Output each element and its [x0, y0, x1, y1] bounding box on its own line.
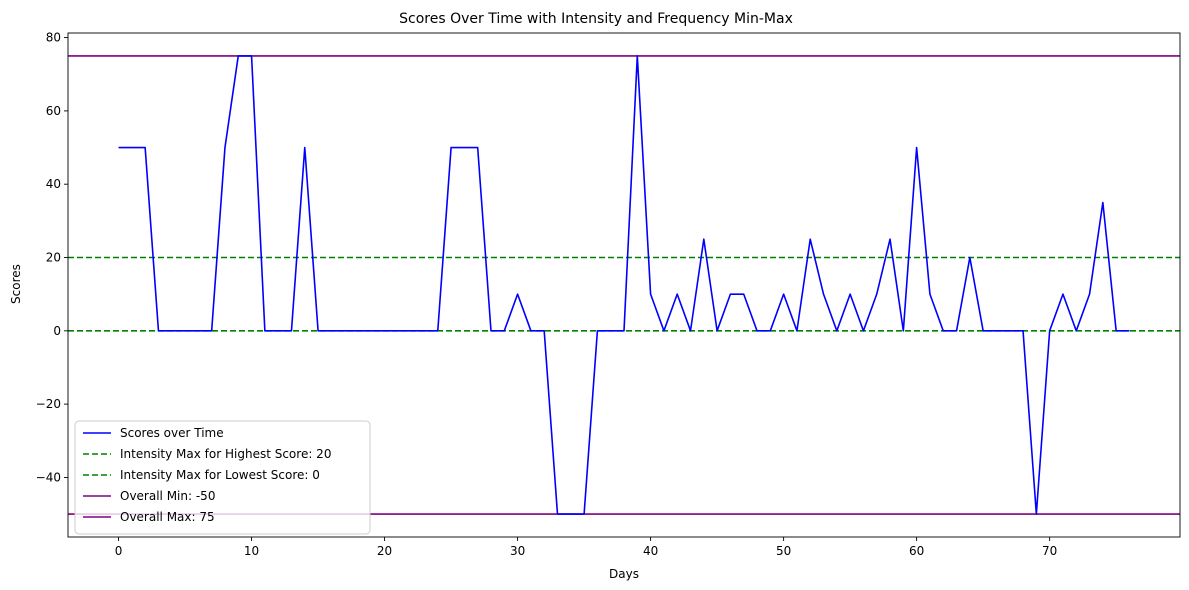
x-tick-label: 60 [909, 544, 924, 558]
legend: Scores over Time Intensity Max for Highes… [74, 420, 371, 535]
y-axis-label: Scores [9, 264, 23, 304]
y-tick-label: 40 [46, 177, 61, 191]
x-tick-label: 50 [776, 544, 791, 558]
x-axis: 0 10 20 30 40 50 60 70 [115, 537, 1057, 558]
legend-label: Intensity Max for Highest Score: 20 [120, 447, 331, 461]
legend-label: Scores over Time [120, 426, 224, 440]
x-tick-label: 30 [510, 544, 525, 558]
x-tick-label: 0 [115, 544, 123, 558]
y-tick-label: −20 [36, 397, 61, 411]
y-tick-label: 60 [46, 104, 61, 118]
y-tick-label: −40 [36, 470, 61, 484]
x-tick-label: 70 [1042, 544, 1057, 558]
legend-label: Overall Min: -50 [120, 489, 215, 503]
x-tick-label: 10 [244, 544, 259, 558]
y-tick-label: 0 [53, 324, 61, 338]
legend-label: Intensity Max for Lowest Score: 0 [120, 468, 320, 482]
y-tick-label: 80 [46, 31, 61, 45]
x-tick-label: 40 [643, 544, 658, 558]
legend-label: Overall Max: 75 [120, 510, 215, 524]
chart-title: Scores Over Time with Intensity and Freq… [399, 11, 793, 27]
x-tick-label: 20 [377, 544, 392, 558]
series-line [118, 55, 1130, 515]
y-axis: −40 −20 0 20 40 60 80 [36, 31, 68, 484]
plot-frame [67, 32, 1181, 538]
legend-box [74, 420, 371, 535]
y-tick-label: 20 [46, 251, 61, 265]
x-axis-label: Days [609, 567, 639, 581]
